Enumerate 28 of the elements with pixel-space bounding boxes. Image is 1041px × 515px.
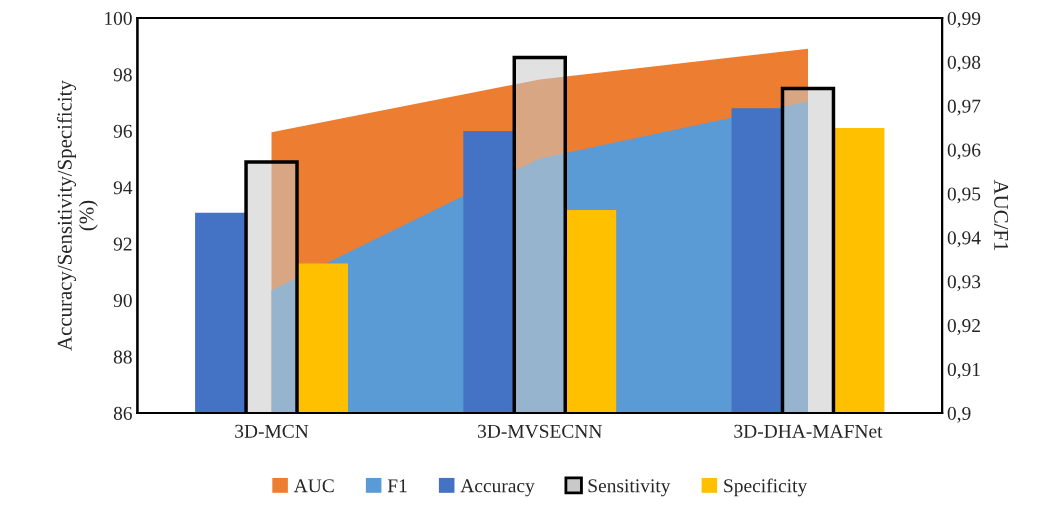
y-tick-label: 86 — [113, 406, 132, 420]
legend-label: Specificity — [724, 478, 808, 497]
legend-label: Sensitivity — [588, 479, 671, 497]
y2-tick-label: 0,99 — [947, 11, 981, 28]
legend-label: Accuracy — [460, 479, 535, 497]
y2-tick-label: 0,94 — [947, 231, 981, 248]
y-tick-label: 92 — [113, 237, 132, 251]
y2-tick-label: 0,95 — [947, 187, 981, 204]
y2-tick-label: 0,9 — [947, 406, 971, 423]
y2-tick-label: 0,96 — [947, 143, 981, 160]
y-tick-label: 94 — [113, 181, 133, 195]
y-tick-label: 98 — [113, 68, 132, 82]
x-tick-label: 3D-DHA-MAFNet — [734, 424, 883, 438]
x-tick-label: 3D-MCN — [235, 424, 309, 438]
y-tick-label: 88 — [113, 350, 132, 364]
y2-tick-label: 0,91 — [947, 362, 980, 379]
legend-label: F1 — [387, 479, 407, 493]
y-tick-label: 100 — [105, 11, 132, 25]
legend-label: AUC — [293, 479, 334, 493]
y-tick-label: 90 — [113, 293, 132, 308]
y2-axis-title: AUC/F1 — [994, 179, 1009, 251]
y-tick-label: 96 — [113, 124, 132, 138]
y2-tick-label: 0,92 — [947, 319, 980, 335]
y2-tick-label: 0,97 — [947, 99, 981, 116]
x-tick-label: 3D-MVSECNN — [478, 424, 602, 438]
y-axis-title: Accuracy/Sensitivity/Specificity (%) — [56, 80, 98, 351]
y2-tick-label: 0,93 — [947, 275, 981, 292]
y2-tick-label: 0,98 — [947, 55, 981, 72]
